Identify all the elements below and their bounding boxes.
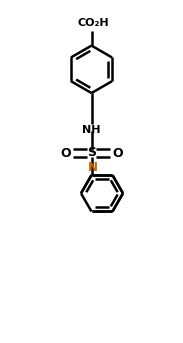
Text: O: O [60,147,70,160]
Text: O: O [113,147,123,160]
Text: CO₂H: CO₂H [78,18,109,28]
Text: N: N [87,161,97,174]
Text: S: S [87,146,96,159]
Text: NH: NH [82,125,101,135]
